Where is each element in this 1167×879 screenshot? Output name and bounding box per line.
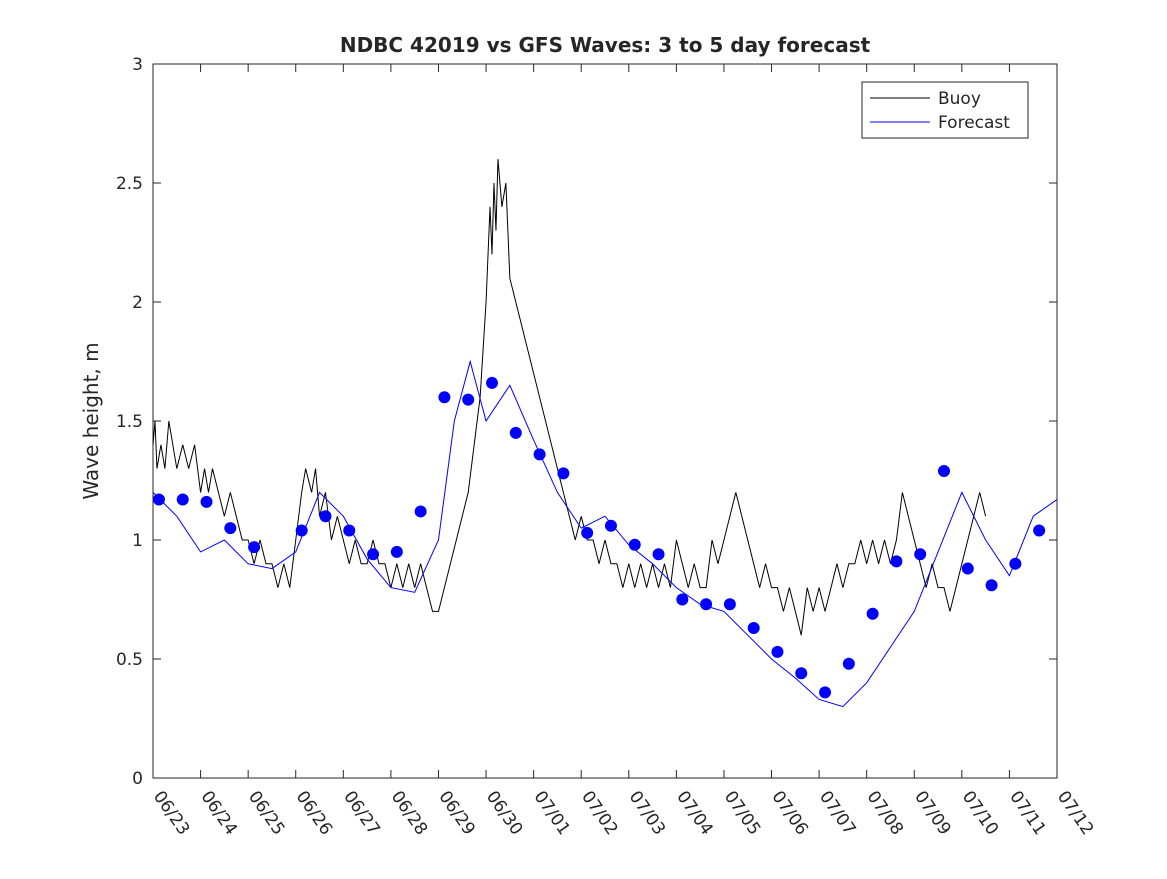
y-tick-label: 0.5 (116, 650, 143, 670)
forecast-marker (771, 645, 784, 658)
forecast-marker (343, 524, 356, 537)
forecast-marker (604, 519, 617, 532)
forecast-marker (319, 510, 332, 523)
forecast-marker (295, 524, 308, 537)
forecast-marker (152, 493, 165, 506)
y-axis-label: Wave height, m (79, 342, 103, 499)
forecast-marker (1033, 524, 1046, 537)
forecast-marker (414, 505, 427, 518)
forecast-marker (176, 493, 189, 506)
forecast-marker (248, 541, 261, 554)
forecast-marker (628, 538, 641, 551)
forecast-marker (676, 593, 689, 606)
series-line-buoy (152, 159, 987, 636)
forecast-marker (914, 548, 927, 561)
y-axis: 0 0.5 1 1.5 2 2.5 3 (116, 55, 1057, 789)
forecast-marker (866, 607, 879, 620)
y-tick-label: 2 (132, 293, 143, 313)
forecast-marker (723, 598, 736, 611)
forecast-marker (985, 579, 998, 592)
forecast-marker (581, 526, 594, 539)
forecast-marker (200, 495, 213, 508)
y-tick-label: 2.5 (116, 174, 143, 194)
forecast-marker (652, 548, 665, 561)
forecast-marker (224, 522, 237, 535)
forecast-marker (842, 657, 855, 670)
forecast-marker (557, 467, 570, 480)
forecast-marker (462, 393, 475, 406)
forecast-marker (961, 562, 974, 575)
forecast-marker (486, 376, 498, 389)
y-tick-label: 0 (132, 769, 143, 789)
legend-box (861, 81, 1029, 139)
forecast-marker (700, 598, 713, 611)
forecast-marker (367, 548, 380, 561)
series-layer (152, 159, 1058, 708)
forecast-marker (795, 667, 808, 680)
series-line-forecast (152, 359, 1058, 708)
forecast-marker (509, 426, 522, 439)
chart-title: NDBC 42019 vs GFS Waves: 3 to 5 day fore… (340, 33, 871, 57)
legend-label-buoy: Buoy (938, 89, 981, 109)
forecast-marker (1009, 557, 1022, 570)
forecast-marker (890, 555, 903, 568)
forecast-marker (533, 448, 546, 461)
legend: Buoy Forecast (861, 81, 1029, 139)
y-tick-label: 1 (132, 531, 143, 551)
forecast-marker (747, 622, 760, 635)
legend-label-forecast: Forecast (938, 113, 1010, 133)
forecast-marker (390, 545, 403, 558)
y-tick-label: 1.5 (116, 412, 143, 432)
forecast-marker (438, 391, 451, 404)
forecast-marker (938, 464, 950, 477)
forecast-marker (819, 686, 832, 699)
forecast-markers (152, 376, 1046, 699)
y-tick-label: 3 (132, 55, 143, 75)
